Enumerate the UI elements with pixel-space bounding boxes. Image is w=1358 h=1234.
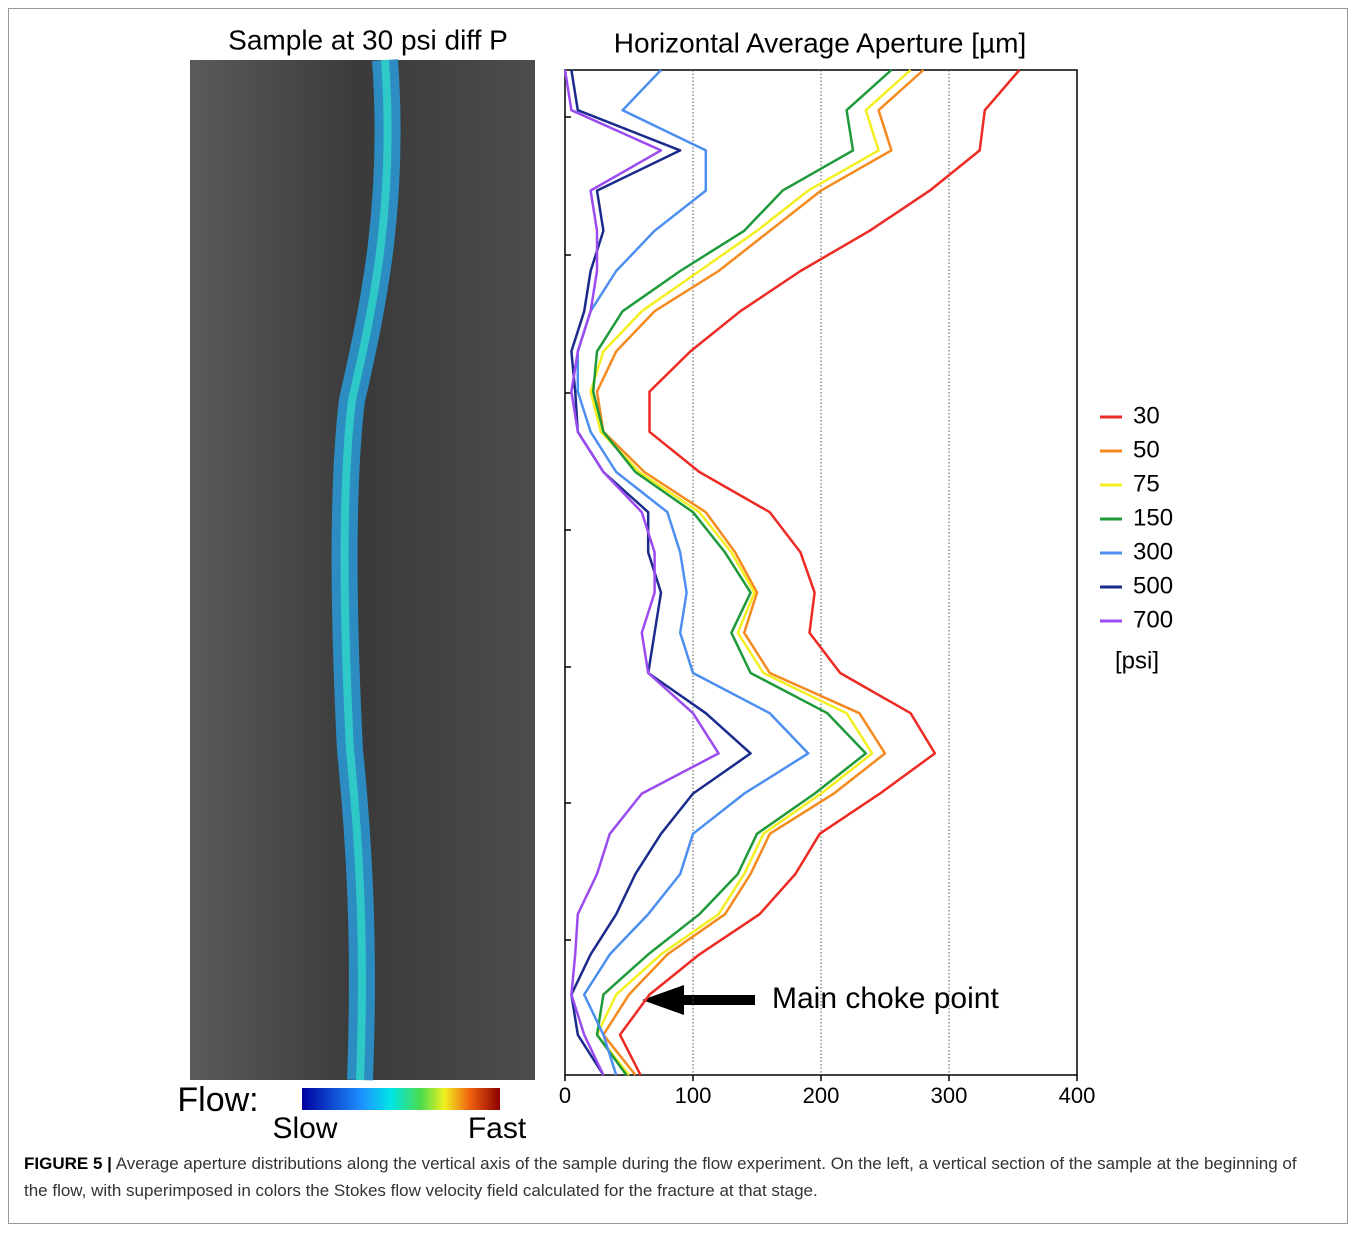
x-tick-label: 0 — [559, 1083, 571, 1108]
legend-label: 50 — [1133, 436, 1160, 463]
legend-unit: [psi] — [1115, 647, 1159, 674]
chart-title: Horizontal Average Aperture [µm] — [614, 27, 1027, 58]
figure-frame — [8, 8, 1348, 1224]
legend-label: 150 — [1133, 504, 1173, 531]
series-line — [595, 69, 925, 1076]
choke-arrowhead — [642, 985, 684, 1015]
x-tick-label: 100 — [675, 1083, 712, 1108]
flow-core — [340, 59, 392, 1081]
x-tick-label: 300 — [931, 1083, 968, 1108]
annotation: Main choke point — [772, 982, 999, 1015]
slow-label: Slow — [272, 1112, 337, 1145]
caption-label: FIGURE 5 | — [24, 1154, 112, 1173]
series-line — [563, 69, 720, 1076]
legend-label: 75 — [1133, 470, 1160, 497]
series-line — [570, 69, 752, 1076]
caption-text: Average aperture distributions along the… — [24, 1154, 1297, 1200]
series-line — [591, 69, 893, 1076]
legend-label: 300 — [1133, 538, 1173, 565]
caption: FIGURE 5 | Average aperture distribution… — [24, 1150, 1324, 1204]
series-line — [576, 69, 810, 1076]
flow-colorbar — [302, 1088, 500, 1110]
x-tick-label: 400 — [1059, 1083, 1096, 1108]
image-title: Sample at 30 psi diff P — [228, 24, 508, 55]
series-line — [589, 69, 912, 1076]
x-tick-label: 200 — [803, 1083, 840, 1108]
flow-label: Flow: — [177, 1081, 258, 1119]
y-ticks — [565, 116, 571, 941]
legend-label: 30 — [1133, 402, 1160, 429]
legend-label: 700 — [1133, 606, 1173, 633]
fast-label: Fast — [468, 1112, 527, 1145]
legend-label: 500 — [1133, 572, 1173, 599]
series-line — [618, 69, 1021, 1076]
